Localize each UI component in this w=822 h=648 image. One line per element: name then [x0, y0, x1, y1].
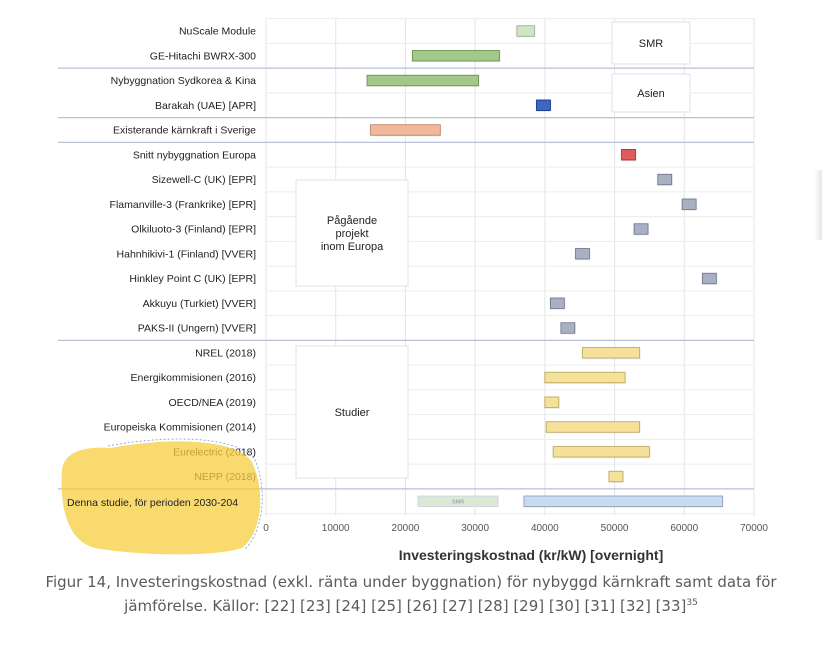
category-label: Sizewell-C (UK) [EPR]	[152, 174, 257, 186]
category-label: Energikommisionen (2016)	[131, 372, 256, 384]
x-tick-label: 70000	[740, 523, 768, 534]
group-box-ongoing	[295, 179, 409, 287]
x-tick-label: 40000	[531, 523, 559, 534]
category-label: Hinkley Point C (UK) [EPR]	[129, 273, 256, 285]
category-label: Nybyggnation Sydkorea & Kina	[111, 75, 256, 87]
figure-caption: Figur 14, Investeringskostnad (exkl. rän…	[0, 572, 822, 617]
group-label-smr: SMR	[639, 38, 664, 50]
range-bar	[516, 25, 535, 37]
x-tick-label: 50000	[601, 523, 629, 534]
range-bar	[550, 297, 565, 309]
range-bar	[523, 495, 724, 507]
category-label: OECD/NEA (2019)	[168, 397, 256, 409]
group-label-studies: Studier	[335, 407, 370, 419]
range-bar-smr	[417, 495, 499, 507]
highlight-marker	[61, 441, 261, 555]
cost-range-chart: SMR NuScale Module GE-Hitachi BWRX-300 Nyb…	[58, 18, 768, 563]
category-label: Barakah (UAE) [APR]	[155, 100, 256, 112]
group-label-asia: Asien	[637, 88, 665, 100]
category-label: NREL (2018)	[195, 347, 256, 359]
category-label: Akkuyu (Turkiet) [VVER]	[143, 298, 256, 310]
range-bars: SMR	[366, 25, 724, 507]
group-box-studies	[295, 345, 409, 479]
x-tick-labels: 0 10000 20000 30000 40000 50000 60000 70000	[263, 523, 768, 534]
x-tick-label: 60000	[670, 523, 698, 534]
range-bar	[536, 99, 551, 111]
range-bar	[544, 371, 626, 384]
category-label: Flamanville-3 (Frankrike) [EPR]	[110, 199, 257, 211]
range-bar	[608, 470, 624, 483]
category-label: GE-Hitachi BWRX-300	[150, 50, 256, 62]
group-label-ongoing: projekt	[335, 228, 368, 240]
range-bar	[582, 347, 641, 359]
x-tick-label: 10000	[322, 523, 350, 534]
category-label: NuScale Module	[179, 26, 256, 38]
range-bar	[681, 198, 697, 210]
x-tick-label: 30000	[461, 523, 489, 534]
range-bar	[411, 50, 500, 62]
range-bar	[544, 396, 560, 408]
caption-line-2-text: jämförelse. Källor: [22] [23] [24] [25] …	[124, 597, 687, 615]
range-bar	[560, 322, 576, 334]
category-label: Olkiluoto-3 (Finland) [EPR]	[131, 224, 256, 236]
group-label-ongoing: Pågående	[327, 215, 377, 227]
category-label: PAKS-II (Ungern) [VVER]	[138, 323, 256, 335]
category-label: Snitt nybyggnation Europa	[133, 149, 256, 161]
group-box-asia	[611, 73, 691, 113]
caption-footnote: 35	[686, 598, 698, 608]
group-box-smr	[611, 21, 691, 65]
range-bar	[370, 124, 441, 136]
group-separators	[58, 67, 754, 490]
x-tick-label: 0	[263, 523, 269, 534]
caption-line-2: jämförelse. Källor: [22] [23] [24] [25] …	[0, 593, 822, 617]
range-bar	[552, 446, 650, 458]
category-label: Existerande kärnkraft i Sverige	[113, 125, 256, 137]
category-label: Europeiska Kommisionen (2014)	[104, 422, 256, 434]
category-labels: NuScale Module GE-Hitachi BWRX-300 Nybyggn…	[104, 26, 256, 484]
caption-line-1: Figur 14, Investeringskostnad (exkl. rän…	[45, 573, 777, 591]
page-edge-shadow	[814, 170, 822, 240]
range-bar	[633, 223, 649, 235]
x-axis-label: Investeringskostnad (kr/kW) [overnight]	[399, 547, 663, 563]
range-bar	[575, 248, 590, 260]
range-bar	[702, 272, 717, 285]
range-bar-smr-label: SMR	[452, 499, 464, 505]
x-tick-label: 20000	[392, 523, 420, 534]
range-bar	[657, 173, 673, 186]
range-bar	[545, 421, 641, 433]
group-label-ongoing: inom Europa	[321, 241, 384, 253]
range-bar	[621, 149, 636, 161]
our-study-label: Denna studie, för perioden 2030-204	[67, 497, 238, 509]
category-label: Hahnhikivi-1 (Finland) [VVER]	[117, 248, 257, 260]
range-bar	[366, 74, 480, 87]
